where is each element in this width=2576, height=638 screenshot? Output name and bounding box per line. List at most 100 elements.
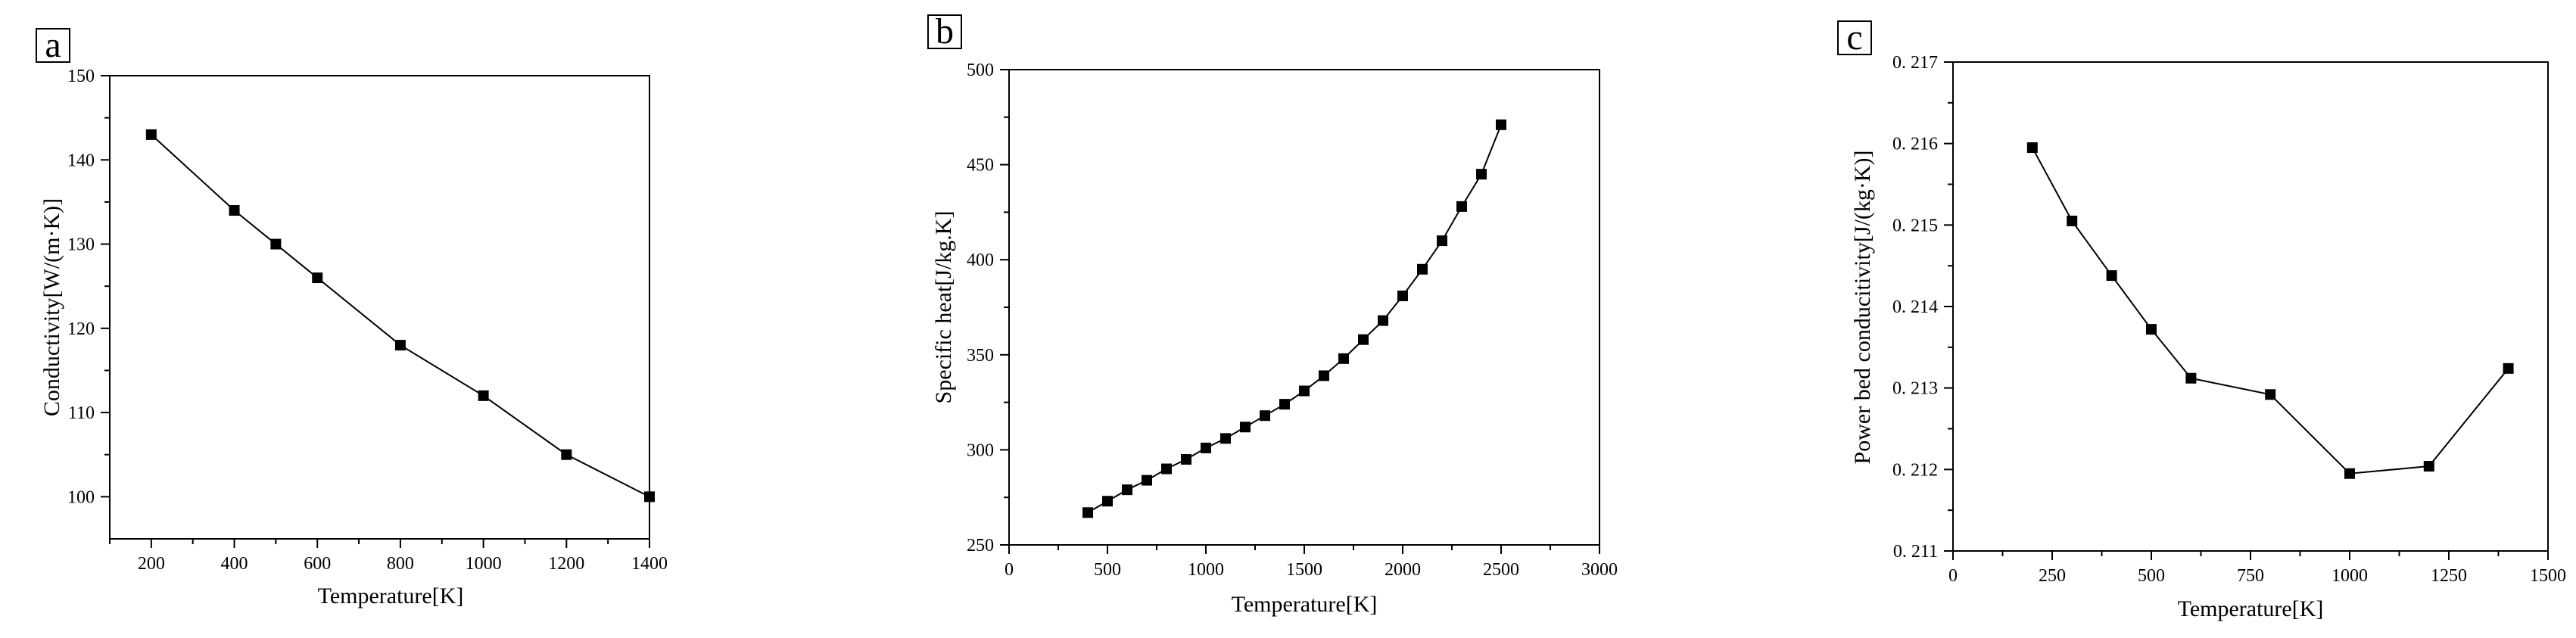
x-tick-label: 1000 [466, 554, 502, 574]
y-tick-label: 100 [67, 487, 95, 507]
series-line [2031, 147, 2509, 475]
data-point [2026, 142, 2038, 154]
x-tick-label: 400 [221, 554, 248, 574]
y-tick-label: 0. 215 [1892, 216, 1938, 235]
data-point [1279, 399, 1290, 410]
data-point [1122, 484, 1132, 496]
panel-c-x-axis: 0 250 500 750 1000 1250 1500 [1948, 551, 2566, 586]
data-point [1161, 463, 1172, 475]
data-point [145, 129, 157, 140]
y-tick-label: 0. 217 [1892, 53, 1938, 73]
data-point [2106, 270, 2117, 282]
y-tick-label: 110 [68, 403, 95, 423]
panel-c-label: c [1846, 17, 1862, 58]
x-tick-label: 800 [387, 554, 414, 574]
panel-c-x-label: Temperature[K] [2178, 596, 2324, 621]
x-tick-label: 750 [2237, 566, 2264, 586]
x-tick-label: 500 [1094, 560, 1121, 580]
data-point [1299, 385, 1310, 397]
x-tick-label: 2500 [1483, 560, 1519, 580]
y-tick-label: 0. 212 [1892, 460, 1938, 480]
y-tick-label: 0. 216 [1892, 135, 1938, 154]
data-point [270, 238, 282, 250]
y-tick-label: 140 [67, 151, 95, 170]
series-line [1087, 124, 1502, 514]
y-tick-label: 130 [67, 235, 95, 255]
panel-a-chart: a 200 400 600 800 1000 1200 1400 100 110 120 130 1… [36, 25, 668, 608]
x-tick-label: 1000 [1188, 560, 1224, 580]
panel-c-y-label: Power bed conducitivity[J/(kg·K)] [1850, 151, 1875, 465]
data-point [2265, 389, 2276, 400]
y-tick-label: 250 [967, 536, 994, 556]
x-tick-label: 1200 [548, 554, 584, 574]
data-point [2067, 215, 2078, 226]
series-line [151, 134, 650, 498]
data-point [1102, 496, 1113, 507]
x-tick-label: 0 [1005, 560, 1014, 580]
panel-b-plot-frame [1008, 69, 1600, 546]
data-point [2423, 461, 2434, 472]
panel-c-label-box [1837, 20, 1872, 55]
data-point [1082, 507, 1093, 518]
y-tick-label: 450 [967, 156, 994, 176]
data-point [1240, 422, 1251, 433]
data-point [561, 449, 572, 460]
panel-a-y-axis: 100 110 120 130 140 150 [67, 67, 110, 507]
x-tick-label: 250 [2039, 566, 2066, 586]
panel-b-label-box [927, 14, 962, 49]
data-point [1181, 453, 1191, 465]
panel-b-y-axis: 250 300 350 400 450 500 [967, 61, 1009, 556]
data-point [1220, 433, 1231, 444]
data-point [2146, 324, 2157, 335]
panel-b-label: b [936, 11, 954, 51]
panel-a-series [145, 129, 655, 503]
panel-b-x-axis: 0 500 1000 1500 2000 2500 3000 [1005, 545, 1618, 580]
x-tick-label: 0 [1948, 566, 1958, 586]
panel-a-x-axis: 200 400 600 800 1000 1200 1400 [109, 539, 668, 574]
y-tick-label: 400 [967, 251, 994, 270]
data-point [1437, 235, 1447, 247]
x-tick-label: 2000 [1385, 560, 1421, 580]
panel-b-y-label: Specific heat[J/kg.K] [931, 211, 956, 404]
data-point [1496, 119, 1506, 130]
y-tick-label: 300 [967, 440, 994, 460]
data-point [1260, 410, 1270, 422]
y-tick-label: 120 [67, 319, 95, 339]
panel-a-label: a [45, 25, 61, 65]
panel-c-y-axis: 0. 211 0. 212 0. 213 0. 214 0. 215 0. 216 0. 2… [1892, 53, 1953, 562]
data-point [394, 340, 406, 351]
y-tick-label: 350 [967, 346, 994, 366]
data-point [1397, 290, 1408, 301]
x-tick-label: 200 [138, 554, 165, 574]
panel-a-x-label: Temperature[K] [318, 584, 464, 608]
data-point [1417, 263, 1428, 275]
data-point [1378, 315, 1388, 326]
panel-b-x-label: Temperature[K] [1232, 592, 1378, 617]
panel-b-series [1082, 119, 1506, 518]
x-tick-label: 3000 [1581, 560, 1618, 580]
data-point [1201, 442, 1211, 453]
panel-b-chart: b 0 500 1000 1500 2000 2500 3000 250 300 350 400 4… [927, 11, 1618, 617]
x-tick-label: 1400 [631, 554, 668, 574]
data-point [644, 491, 655, 503]
y-tick-label: 0. 211 [1893, 542, 1938, 562]
data-point [1456, 201, 1467, 212]
y-tick-label: 500 [967, 61, 994, 80]
data-point [2344, 468, 2355, 479]
data-point [1338, 353, 1349, 364]
data-point [1358, 334, 1369, 345]
data-point [1319, 370, 1329, 381]
panel-a-y-label: Conductivity[W/(m·K)] [39, 198, 64, 416]
panel-c-plot-frame [1952, 61, 2549, 552]
y-tick-label: 0. 214 [1892, 297, 1938, 317]
panel-a-label-box [36, 28, 70, 63]
panel-a-plot-frame [109, 75, 650, 540]
x-tick-label: 1000 [2331, 566, 2368, 586]
x-tick-label: 1500 [1286, 560, 1322, 580]
x-tick-label: 600 [304, 554, 331, 574]
x-tick-label: 1250 [2431, 566, 2467, 586]
data-point [2185, 372, 2197, 384]
data-point [229, 205, 240, 216]
